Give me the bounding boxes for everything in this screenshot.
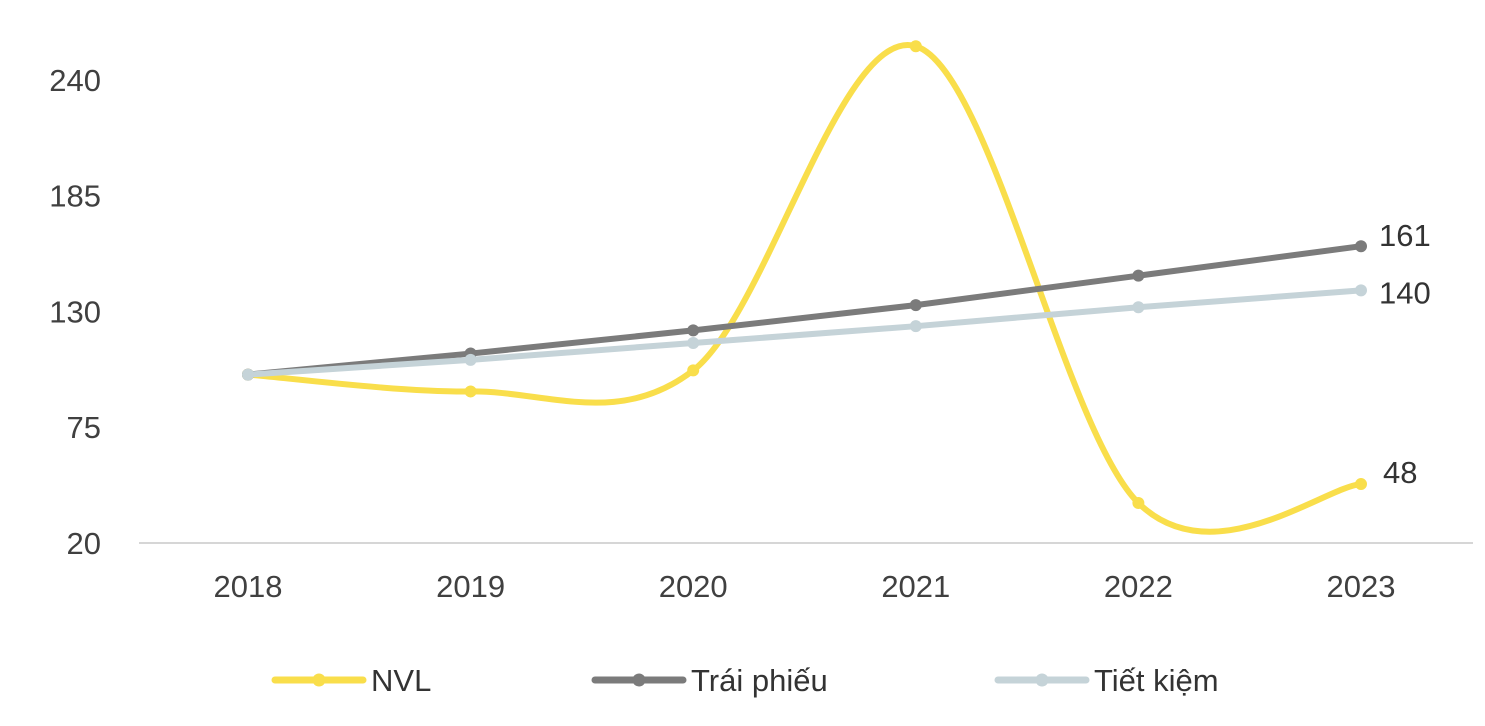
y-tick-label: 185: [49, 179, 101, 214]
legend-label: NVL: [371, 663, 431, 698]
series-point: [909, 299, 922, 312]
x-tick-label: 2023: [1327, 569, 1396, 604]
end-value-label: 140: [1379, 275, 1431, 310]
x-tick-label: 2020: [659, 569, 728, 604]
series-point: [242, 368, 254, 381]
series-point: [909, 40, 922, 53]
y-tick-label: 75: [67, 410, 101, 445]
x-axis-tick-labels: 2018 2019 2020 2021 2022 2023: [214, 569, 1396, 604]
series-1: [242, 240, 1367, 381]
legend-label: Trái phiếu: [691, 663, 828, 698]
series-point: [1355, 240, 1367, 253]
legend-item: Tiết kiệm: [994, 663, 1219, 698]
series-point: [1132, 301, 1145, 314]
series-point: [1132, 269, 1145, 282]
series-layer: [242, 40, 1367, 535]
series-point: [909, 320, 922, 333]
legend-label: Tiết kiệm: [1094, 663, 1219, 698]
series-2: [242, 284, 1367, 381]
series-point: [464, 385, 477, 398]
legend-marker: [312, 673, 326, 687]
series-line: [245, 42, 1364, 535]
series-point: [687, 324, 700, 337]
series-point: [464, 353, 477, 366]
x-tick-label: 2021: [881, 569, 950, 604]
series-point: [1355, 284, 1367, 297]
legend-marker: [1035, 673, 1049, 687]
y-axis-tick-labels: 20 75 130 185 240: [49, 63, 101, 561]
x-tick-label: 2018: [214, 569, 283, 604]
y-tick-label: 240: [49, 63, 101, 98]
series-line: [245, 287, 1364, 378]
end-value-label: 48: [1383, 455, 1417, 490]
end-data-labels: 48 161 140: [1379, 218, 1431, 490]
x-tick-label: 2019: [436, 569, 505, 604]
legend-item: Trái phiếu: [591, 663, 828, 698]
y-tick-label: 130: [49, 294, 101, 329]
series-line: [245, 243, 1364, 378]
series-point: [687, 364, 700, 377]
series-0: [242, 40, 1367, 535]
end-value-label: 161: [1379, 218, 1431, 253]
series-point: [1355, 478, 1367, 491]
x-tick-label: 2022: [1104, 569, 1173, 604]
series-point: [687, 337, 700, 350]
legend-marker: [632, 673, 646, 687]
y-tick-label: 20: [67, 526, 101, 561]
legend: NVL Trái phiếu Tiết kiệm: [271, 663, 1219, 698]
legend-item: NVL: [271, 663, 431, 698]
series-point: [1132, 497, 1145, 510]
